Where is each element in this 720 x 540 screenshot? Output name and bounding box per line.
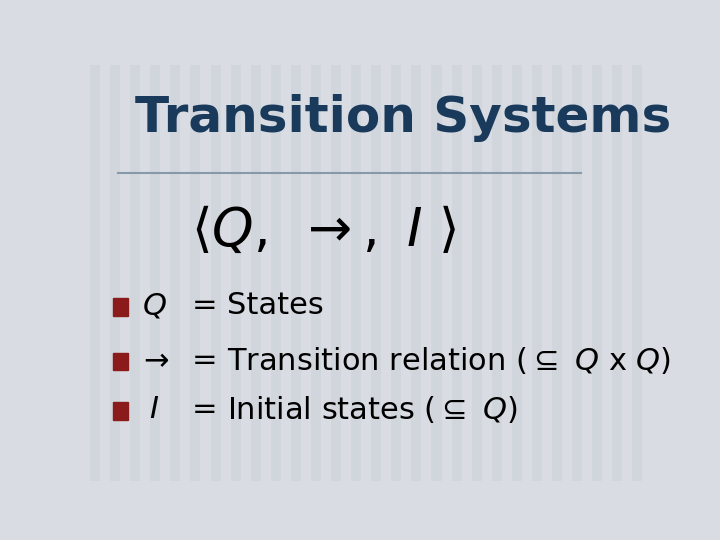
Bar: [331, 65, 341, 481]
Bar: [110, 65, 120, 481]
Text: $\langle Q,\ \rightarrow,\ I\ \rangle$: $\langle Q,\ \rightarrow,\ I\ \rangle$: [192, 205, 457, 257]
Text: =: =: [192, 395, 217, 424]
Bar: [150, 65, 161, 481]
Bar: [251, 65, 261, 481]
Bar: [612, 65, 622, 481]
Bar: [552, 65, 562, 481]
Bar: [351, 65, 361, 481]
Bar: [472, 65, 482, 481]
Text: Transition Systems: Transition Systems: [135, 94, 671, 142]
Text: Initial states ($\subseteq$ $Q$): Initial states ($\subseteq$ $Q$): [227, 394, 518, 426]
Text: States: States: [227, 292, 323, 320]
Bar: [492, 65, 502, 481]
Text: $\rightarrow$: $\rightarrow$: [138, 346, 170, 375]
Bar: [532, 65, 542, 481]
Bar: [592, 65, 602, 481]
Bar: [210, 65, 220, 481]
Bar: [572, 65, 582, 481]
Bar: [114, 402, 128, 420]
Bar: [372, 65, 382, 481]
Bar: [451, 65, 462, 481]
Bar: [130, 65, 140, 481]
Bar: [171, 65, 181, 481]
Bar: [652, 65, 662, 481]
Bar: [693, 65, 703, 481]
Text: =: =: [192, 346, 217, 375]
Text: $I$: $I$: [149, 395, 159, 424]
Bar: [90, 65, 100, 481]
Bar: [114, 299, 128, 316]
Bar: [411, 65, 421, 481]
Bar: [713, 65, 720, 481]
Bar: [632, 65, 642, 481]
Bar: [431, 65, 441, 481]
Bar: [392, 65, 401, 481]
Bar: [271, 65, 281, 481]
Text: =: =: [192, 292, 217, 320]
Text: $Q$: $Q$: [142, 292, 166, 320]
Bar: [311, 65, 321, 481]
Bar: [190, 65, 200, 481]
Text: Transition relation ($\subseteq$ $Q$ x $Q$): Transition relation ($\subseteq$ $Q$ x $…: [227, 345, 671, 375]
Bar: [291, 65, 301, 481]
Bar: [672, 65, 683, 481]
Bar: [114, 353, 128, 370]
Bar: [512, 65, 522, 481]
Bar: [230, 65, 240, 481]
